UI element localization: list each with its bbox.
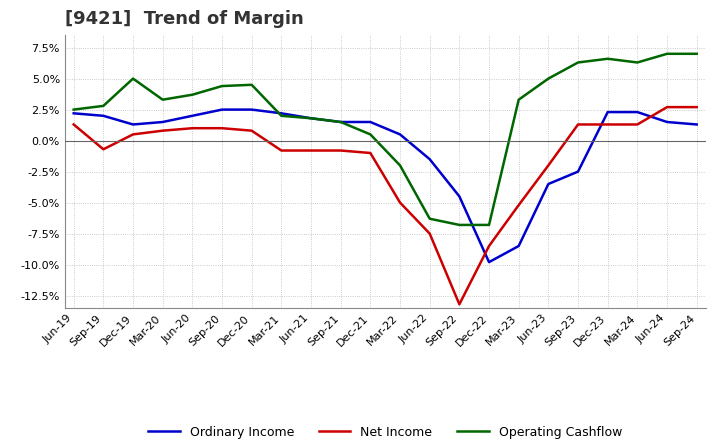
Operating Cashflow [662, 51, 671, 56]
Net Income [248, 128, 256, 133]
Ordinary Income [69, 111, 78, 116]
Ordinary Income [217, 107, 226, 112]
Operating Cashflow [129, 76, 138, 81]
Net Income [158, 128, 167, 133]
Net Income [277, 148, 286, 153]
Operating Cashflow [574, 60, 582, 65]
Net Income [307, 148, 315, 153]
Legend: Ordinary Income, Net Income, Operating Cashflow: Ordinary Income, Net Income, Operating C… [143, 421, 627, 440]
Net Income [336, 148, 345, 153]
Ordinary Income [455, 194, 464, 199]
Net Income [366, 150, 374, 156]
Operating Cashflow [396, 163, 405, 168]
Operating Cashflow [99, 103, 108, 109]
Ordinary Income [129, 122, 138, 127]
Operating Cashflow [366, 132, 374, 137]
Line: Net Income: Net Income [73, 107, 697, 304]
Operating Cashflow [336, 119, 345, 125]
Net Income [99, 147, 108, 152]
Operating Cashflow [69, 107, 78, 112]
Ordinary Income [336, 119, 345, 125]
Operating Cashflow [485, 222, 493, 227]
Net Income [633, 122, 642, 127]
Operating Cashflow [633, 60, 642, 65]
Ordinary Income [603, 110, 612, 115]
Line: Ordinary Income: Ordinary Income [73, 110, 697, 262]
Net Income [693, 104, 701, 110]
Ordinary Income [514, 243, 523, 249]
Ordinary Income [662, 119, 671, 125]
Ordinary Income [396, 132, 405, 137]
Ordinary Income [544, 181, 553, 187]
Operating Cashflow [693, 51, 701, 56]
Operating Cashflow [248, 82, 256, 88]
Ordinary Income [99, 113, 108, 118]
Net Income [69, 122, 78, 127]
Ordinary Income [574, 169, 582, 174]
Ordinary Income [307, 116, 315, 121]
Net Income [485, 243, 493, 249]
Line: Operating Cashflow: Operating Cashflow [73, 54, 697, 225]
Ordinary Income [485, 260, 493, 265]
Net Income [662, 104, 671, 110]
Operating Cashflow [307, 116, 315, 121]
Net Income [574, 122, 582, 127]
Ordinary Income [366, 119, 374, 125]
Ordinary Income [158, 119, 167, 125]
Operating Cashflow [158, 97, 167, 103]
Net Income [129, 132, 138, 137]
Ordinary Income [277, 111, 286, 116]
Ordinary Income [188, 113, 197, 118]
Ordinary Income [693, 122, 701, 127]
Operating Cashflow [544, 76, 553, 81]
Net Income [514, 202, 523, 208]
Net Income [426, 231, 434, 236]
Net Income [544, 163, 553, 168]
Operating Cashflow [514, 97, 523, 103]
Net Income [396, 200, 405, 205]
Net Income [217, 125, 226, 131]
Ordinary Income [633, 110, 642, 115]
Operating Cashflow [455, 222, 464, 227]
Text: [9421]  Trend of Margin: [9421] Trend of Margin [65, 10, 304, 28]
Operating Cashflow [603, 56, 612, 62]
Operating Cashflow [426, 216, 434, 221]
Net Income [455, 302, 464, 307]
Ordinary Income [248, 107, 256, 112]
Operating Cashflow [277, 113, 286, 118]
Operating Cashflow [217, 84, 226, 89]
Operating Cashflow [188, 92, 197, 97]
Ordinary Income [426, 157, 434, 162]
Net Income [188, 125, 197, 131]
Net Income [603, 122, 612, 127]
